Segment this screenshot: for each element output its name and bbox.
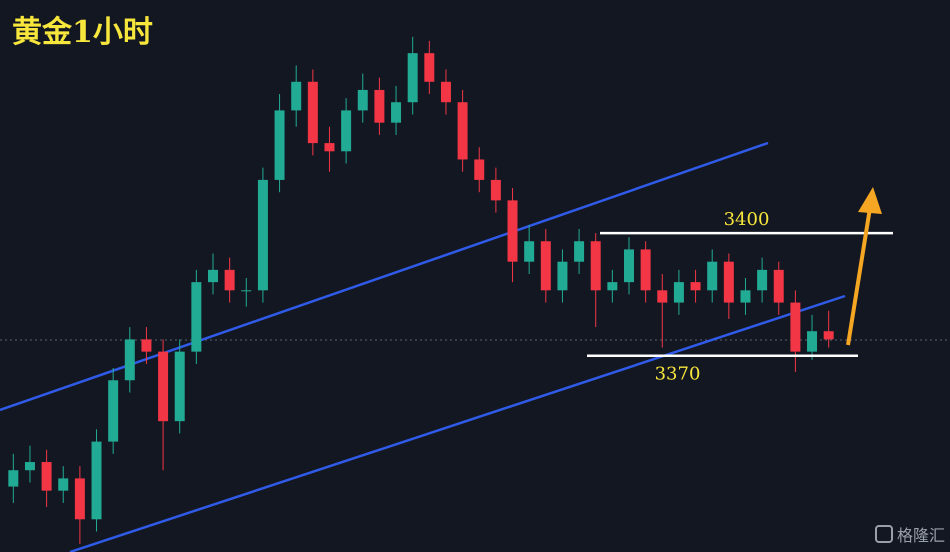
candle-body [58,478,69,491]
candle-body [673,282,684,303]
channel-lower [69,294,846,552]
candle-body [590,241,601,291]
candle-body [357,89,368,111]
candle-body [324,143,335,152]
candle-body [757,269,768,291]
candle-body [208,269,218,283]
candle-body [690,282,701,291]
candle-body [823,331,834,340]
candle-body [424,53,435,82]
watermark: 格隆汇 [897,526,945,545]
candle-body [224,269,235,291]
candle-body [274,110,285,180]
candle-body [257,179,268,291]
candle-body [108,380,119,442]
candle-body [407,53,418,103]
arrow-head [858,187,882,214]
candle-body [291,81,302,111]
candle-body [707,261,718,291]
arrow-shaft [846,207,872,346]
candle-body [24,462,35,471]
candle-body [374,89,385,123]
candle-body [341,110,352,152]
candle-body [241,290,252,292]
candle-body [607,282,618,291]
candle-body [524,241,535,262]
candle-body [807,331,818,352]
candle-body [191,282,202,352]
candle-body [124,339,135,381]
level-label: 3400 [724,209,770,230]
candle-body [640,249,651,291]
levels: 3400 3370 [587,209,893,385]
candle-body [657,290,668,303]
candle-body [141,339,152,352]
channel-upper [0,141,769,412]
watermark-icon [875,525,893,543]
candle-body [8,470,19,487]
candle-body [74,478,85,520]
candle-body [158,351,169,422]
candle-body [574,241,585,262]
candle-body [790,302,801,352]
candle-body [773,269,784,303]
candle-body [41,462,52,491]
candle-body [474,159,485,180]
candle-body [174,351,185,422]
candle-body [723,261,734,303]
candle-body [91,441,102,520]
candle-body [457,102,468,160]
candle-body [490,179,501,201]
candle-body [624,249,634,283]
candle-body [391,102,402,123]
candle-body [740,290,751,303]
candle-body [557,261,568,291]
candle-body [540,241,551,291]
candle-body [507,200,518,262]
candle-body [307,81,318,144]
chart-title: 黄金1小时 [12,15,153,50]
candle-body [440,81,451,103]
candles [8,36,834,544]
level-label: 3370 [655,364,701,385]
